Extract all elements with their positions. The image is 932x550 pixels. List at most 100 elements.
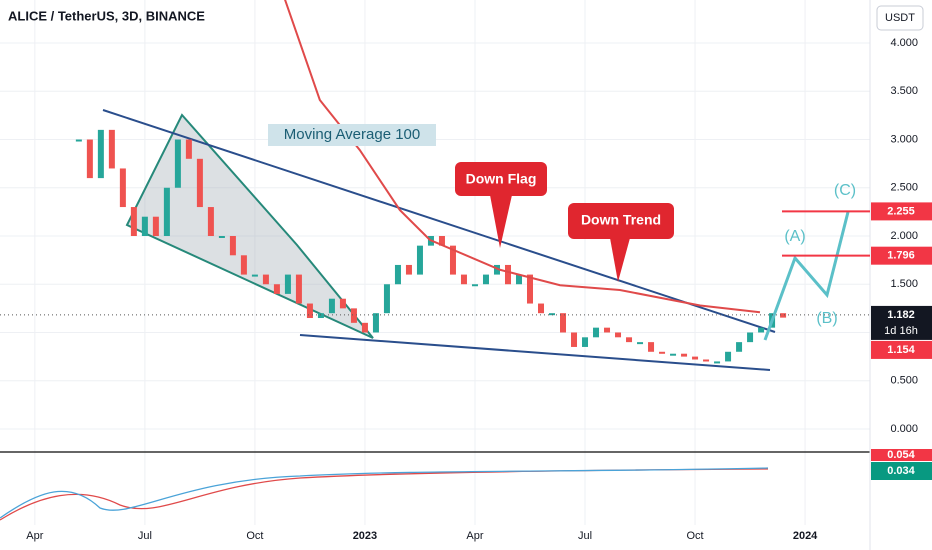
- indicator-label: 0.054: [887, 449, 915, 461]
- candle: [152, 216, 159, 236]
- price-last-bg: [871, 340, 932, 359]
- indicator-line: [0, 467, 769, 519]
- candle: [108, 129, 115, 169]
- ma-last-bg: [871, 305, 932, 340]
- candle: [549, 313, 556, 316]
- candle: [648, 342, 655, 352]
- trend-pointer: [610, 238, 630, 282]
- x-tick-label: Jul: [138, 530, 152, 542]
- candle: [394, 264, 401, 285]
- candle: [714, 361, 721, 364]
- flag-pointer: [490, 195, 512, 248]
- y-tick-label: 0.000: [890, 423, 918, 435]
- candle: [758, 327, 765, 333]
- candle: [141, 216, 148, 236]
- candle: [416, 245, 423, 275]
- grid: [0, 0, 870, 525]
- candle: [504, 264, 511, 285]
- candle: [317, 313, 324, 319]
- y-tick-label: 3.000: [890, 133, 918, 145]
- indicator-label-bg: [871, 449, 932, 461]
- level-label-bg: [871, 246, 932, 265]
- candle: [295, 274, 302, 304]
- y-tick-label: 3.500: [890, 85, 918, 97]
- candle: [97, 129, 104, 179]
- flag-callout: [455, 162, 547, 196]
- y-tick-label: 0.500: [890, 375, 918, 387]
- candle: [659, 351, 666, 354]
- y-tick-label: 2.000: [890, 230, 918, 242]
- candle: [273, 284, 280, 294]
- candle: [350, 308, 357, 323]
- candle: [163, 187, 170, 236]
- candle: [703, 359, 710, 362]
- candle: [438, 235, 445, 246]
- x-tick-label: 2024: [793, 530, 818, 542]
- price-last-label: 1.154: [887, 344, 915, 356]
- candle: [471, 284, 478, 287]
- candle: [582, 337, 589, 347]
- currency-box: [876, 5, 924, 31]
- candle: [493, 264, 500, 275]
- candle: [196, 158, 203, 208]
- candle: [604, 327, 611, 333]
- candle: [460, 274, 467, 285]
- chart-title: ALICE / TetherUS, 3D, BINANCE: [8, 8, 205, 23]
- trendline-upper: [102, 109, 776, 333]
- candle: [174, 139, 181, 188]
- candle: [681, 353, 688, 357]
- candle: [780, 313, 787, 318]
- wave-a: (A): [784, 228, 805, 245]
- candle: [119, 168, 126, 208]
- candle: [560, 313, 567, 333]
- candle: [449, 245, 456, 275]
- y-tick-label: 1.500: [890, 278, 918, 290]
- wave-c: (C): [834, 182, 856, 199]
- currency: USDT: [885, 12, 915, 24]
- level-label: 2.255: [887, 205, 915, 217]
- candle: [637, 342, 644, 345]
- flag-triangle: [125, 113, 374, 339]
- candle: [383, 284, 390, 314]
- candle: [361, 322, 368, 333]
- level-label-bg: [871, 202, 932, 221]
- candle: [262, 274, 269, 285]
- candle: [515, 274, 522, 285]
- y-tick-label: 2.500: [890, 182, 918, 194]
- candle: [339, 298, 346, 309]
- candle: [372, 313, 379, 333]
- ma-last-label: 1.182: [887, 309, 915, 321]
- candle: [185, 139, 192, 159]
- candle: [240, 255, 247, 275]
- level-label: 1.796: [887, 250, 915, 262]
- candle: [736, 342, 743, 352]
- candle: [482, 274, 489, 285]
- candle: [725, 351, 732, 362]
- candle: [405, 264, 412, 275]
- x-tick-label: Oct: [686, 530, 703, 542]
- candle: [615, 332, 622, 338]
- x-tick-label: Apr: [26, 530, 43, 542]
- x-tick-label: Oct: [246, 530, 263, 542]
- x-tick-label: Jul: [578, 530, 592, 542]
- candle: [86, 139, 93, 179]
- wave-projection: [763, 211, 850, 341]
- candle: [526, 274, 533, 304]
- candle: [571, 332, 578, 347]
- candle: [207, 207, 214, 236]
- y-tick-label: 4.000: [890, 37, 918, 49]
- trendline-lower: [299, 334, 771, 371]
- candle: [537, 303, 544, 314]
- countdown: 1d 16h: [884, 325, 918, 337]
- trend-callout: [568, 203, 674, 239]
- ma-label: Moving Average 100: [284, 126, 421, 143]
- indicator-label: 0.034: [887, 465, 915, 477]
- x-tick-label: 2023: [353, 530, 377, 542]
- candle: [626, 337, 633, 343]
- candle: [593, 327, 600, 338]
- candle: [306, 303, 313, 319]
- candle: [251, 274, 258, 277]
- candle: [328, 298, 335, 314]
- trend-label: Down Trend: [581, 212, 661, 228]
